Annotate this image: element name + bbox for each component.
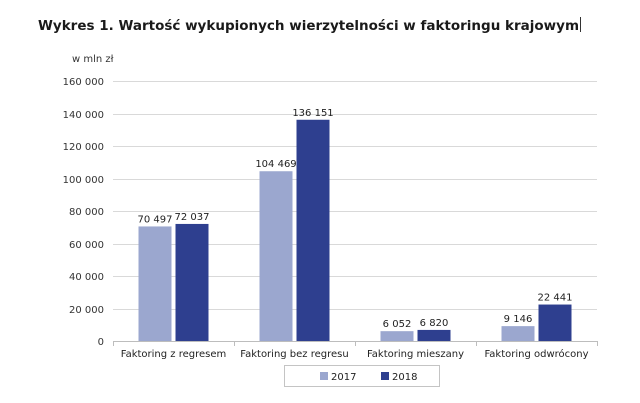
legend-label: 2018 [392,372,417,383]
chart-title-text: Wykres 1. Wartość wykupionych wierzyteln… [38,18,580,34]
legend-swatch-2017 [320,372,328,380]
legend-label: 2017 [331,372,356,383]
x-tick-label: Faktoring bez regresu [240,349,348,360]
legend-box [284,365,440,387]
y-tick-label: 0 [98,337,104,348]
chart-title: Wykres 1. Wartość wykupionych wierzyteln… [38,17,582,34]
legend-swatch-2018 [381,372,389,380]
bar-2018-0 [175,223,209,341]
y-tick-label: 160 000 [63,77,104,88]
bar-2018-2 [417,329,451,341]
bar-2018-3 [538,304,572,341]
x-axis-ticks: Faktoring z regresem Faktoring bez regres… [113,341,598,360]
bar-2017-1 [259,171,293,341]
bars [138,119,572,341]
data-label: 136 151 [292,108,333,119]
bar-2017-0 [138,226,172,341]
y-axis-ticks: 0 20 000 40 000 60 000 80 000 100 000 120 000 1… [63,77,104,348]
y-tick-label: 40 000 [69,272,104,283]
y-tick-label: 80 000 [69,207,104,218]
y-tick-label: 20 000 [69,305,104,316]
y-tick-label: 140 000 [63,110,104,121]
y-axis-label: w mln zł [72,54,114,65]
x-tick-label: Faktoring odwrócony [484,348,588,360]
y-tick-label: 100 000 [63,175,104,186]
data-label: 22 441 [538,293,573,304]
bar-2017-3 [501,326,535,341]
data-label: 9 146 [504,314,533,325]
legend: 2017 2018 [284,365,440,387]
data-label: 72 037 [175,212,210,223]
data-label: 6 820 [420,318,449,329]
x-tick-label: Faktoring z regresem [121,349,227,360]
text-cursor [580,17,582,32]
y-tick-label: 60 000 [69,240,104,251]
y-tick-label: 120 000 [63,142,104,153]
bar-2018-1 [296,119,330,341]
bar-2017-2 [380,331,414,341]
data-label: 104 469 [255,159,296,170]
x-tick-label: Faktoring mieszany [367,349,464,360]
data-label: 6 052 [383,319,412,330]
data-label: 70 497 [138,214,173,225]
data-labels: 70 497 72 037 104 469 136 151 6 052 6 820 9 14… [138,108,573,330]
